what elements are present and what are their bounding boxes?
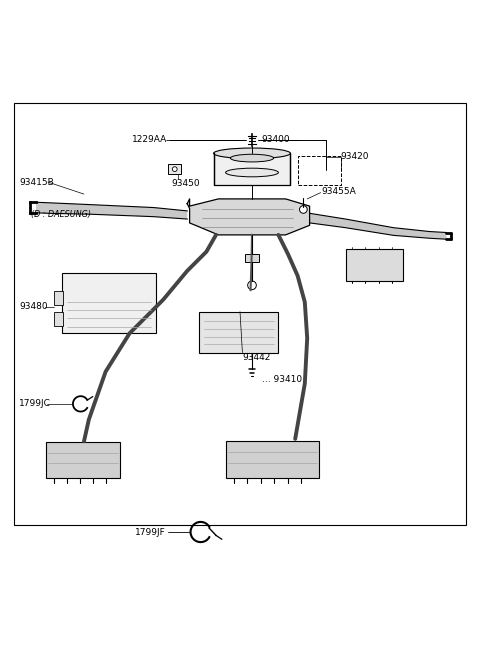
- Text: 93480: 93480: [19, 302, 48, 311]
- Ellipse shape: [230, 154, 274, 162]
- Text: 93442: 93442: [242, 353, 271, 363]
- Bar: [226, 441, 319, 478]
- Text: 1799JC: 1799JC: [19, 399, 51, 409]
- Bar: [54, 311, 63, 326]
- Text: —: —: [166, 135, 175, 145]
- Bar: [62, 273, 156, 333]
- Text: 1799JF: 1799JF: [135, 528, 166, 537]
- Bar: [14, 103, 466, 526]
- Text: 93400: 93400: [262, 135, 290, 145]
- Text: 93455A: 93455A: [322, 187, 356, 196]
- Text: 93415B: 93415B: [19, 177, 54, 187]
- Text: (D : DAESUNG): (D : DAESUNG): [31, 210, 91, 219]
- Circle shape: [300, 206, 307, 214]
- Bar: [245, 254, 259, 262]
- Ellipse shape: [214, 148, 290, 158]
- Ellipse shape: [226, 168, 278, 177]
- Text: 93420: 93420: [341, 152, 369, 161]
- Bar: [46, 442, 120, 478]
- Circle shape: [248, 281, 256, 290]
- Text: 93450: 93450: [172, 179, 201, 188]
- Bar: [54, 291, 63, 306]
- Polygon shape: [310, 214, 446, 239]
- Polygon shape: [36, 202, 187, 219]
- Text: 1229AA: 1229AA: [132, 135, 167, 145]
- Bar: [298, 156, 341, 185]
- Text: ... 93410: ... 93410: [262, 375, 302, 384]
- Bar: [214, 153, 290, 185]
- Bar: [168, 164, 181, 174]
- Polygon shape: [187, 199, 310, 235]
- Circle shape: [172, 167, 177, 171]
- Bar: [199, 311, 278, 353]
- Bar: [346, 249, 403, 281]
